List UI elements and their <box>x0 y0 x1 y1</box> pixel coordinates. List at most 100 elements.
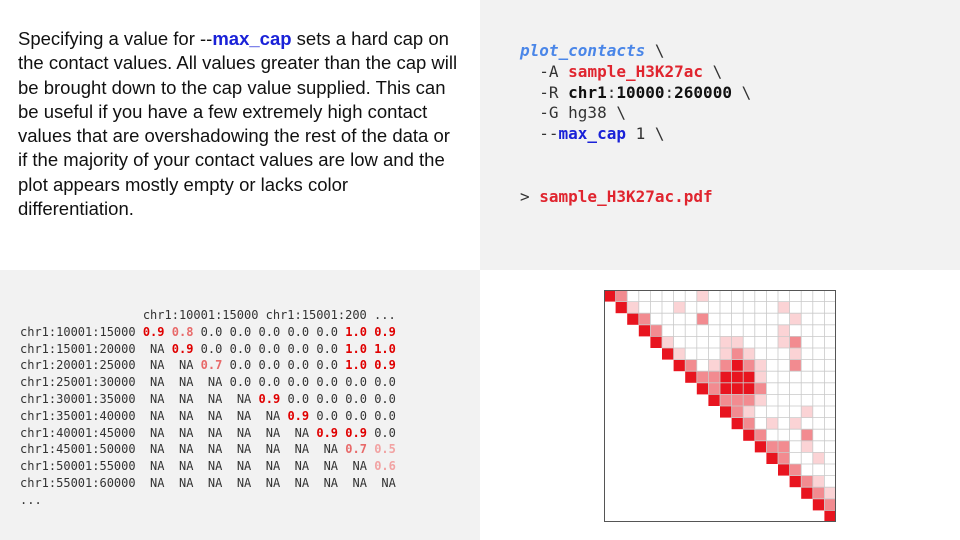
row-label: chr1:10001:15000 <box>20 324 136 339</box>
r-flag: -R <box>520 82 569 102</box>
heatmap-cell <box>731 336 744 348</box>
matrix-cell: NA <box>142 358 165 373</box>
matrix-footer: ... <box>20 492 42 507</box>
matrix-cell: 0.6 <box>374 459 396 474</box>
matrix-cell: 0.0 <box>374 425 396 440</box>
matrix-cell: 0.0 <box>374 391 396 406</box>
matrix-cell: 0.0 <box>287 341 310 356</box>
matrix-cell: NA <box>316 475 339 490</box>
matrix-cell: NA <box>258 475 281 490</box>
heatmap-cell <box>720 382 732 395</box>
matrix-cell: NA <box>345 459 367 474</box>
heatmap-cell <box>662 336 674 348</box>
heatmap-cell <box>720 394 732 406</box>
matrix-cell: 0.0 <box>316 358 339 373</box>
matrix-cell: NA <box>229 475 252 490</box>
heatmap-cell <box>789 336 802 348</box>
matrix-cell: NA <box>229 408 252 423</box>
heatmap-cell <box>824 498 836 511</box>
matrix-cell: NA <box>229 425 252 440</box>
heatmap-cell-diagonal <box>696 382 709 395</box>
row-label: chr1:25001:30000 <box>20 375 136 390</box>
matrix-cell: 0.9 <box>171 341 194 356</box>
matrix-cell: 0.0 <box>345 375 367 390</box>
matrix-cell: NA <box>171 375 194 390</box>
description-before: Specifying a value for -- <box>18 28 213 49</box>
line-continuation: \ <box>645 41 665 60</box>
line-continuation: \ <box>703 61 723 81</box>
r-sep: : <box>606 82 617 102</box>
matrix-cell: 0.9 <box>142 324 165 339</box>
matrix-cell: NA <box>200 408 223 423</box>
matrix-cell: NA <box>287 425 310 440</box>
heatmap-cell <box>801 406 813 418</box>
matrix-cell: NA <box>287 459 310 474</box>
heatmap-cell <box>720 371 732 383</box>
command-name: plot_contacts <box>520 41 646 60</box>
heatmap-cell <box>638 313 651 325</box>
heatmap-cell-diagonal <box>638 324 651 337</box>
heatmap-cell-diagonal <box>789 475 802 488</box>
heatmap-cell <box>731 394 744 406</box>
matrix-cell: 1.0 <box>345 358 367 373</box>
heatmap-cell-diagonal <box>754 440 767 453</box>
matrix-cell: NA <box>142 475 165 490</box>
matrix-cell: NA <box>200 475 223 490</box>
matrix-cell: 0.0 <box>258 375 281 390</box>
matrix-cell: NA <box>258 459 281 474</box>
heatmap-cell <box>778 440 790 453</box>
contact-matrix: chr1:10001:15000 chr1:15001:200 ... chr1… <box>20 307 396 509</box>
heatmap-cell-diagonal <box>615 301 628 314</box>
matrix-cell: 0.7 <box>200 358 223 373</box>
matrix-cell: NA <box>171 459 194 474</box>
matrix-header: chr1:10001:15000 chr1:15001:200 ... <box>20 308 396 322</box>
heatmap-cell <box>766 417 778 430</box>
matrix-row: chr1:20001:25000 NA NA 0.7 0.0 0.0 0.0 0… <box>20 358 396 372</box>
matrix-cell: 0.9 <box>374 324 396 339</box>
matrix-panel: chr1:10001:15000 chr1:15001:200 ... chr1… <box>0 270 480 540</box>
matrix-row: chr1:50001:55000 NA NA NA NA NA NA NA NA… <box>20 459 396 473</box>
line-continuation: \ <box>731 82 752 102</box>
matrix-cell: 0.0 <box>258 324 281 339</box>
matrix-cell: 0.0 <box>229 324 252 339</box>
matrix-cell: 0.0 <box>345 408 367 423</box>
heatmap-cell <box>696 371 709 383</box>
row-label: chr1:55001:60000 <box>20 475 136 490</box>
matrix-row: chr1:35001:40000 NA NA NA NA NA 0.9 0.0 … <box>20 409 396 423</box>
matrix-cell: 0.5 <box>374 442 396 457</box>
matrix-row: chr1:15001:20000 NA 0.9 0.0 0.0 0.0 0.0 … <box>20 342 396 356</box>
heatmap-cell <box>824 487 836 499</box>
max-cap-keyword: max_cap <box>212 28 292 49</box>
heatmap-cell <box>754 359 767 372</box>
description-after: sets a hard cap on the contact values. A… <box>18 28 458 220</box>
row-label: chr1:50001:55000 <box>20 459 136 474</box>
heatmap-cell <box>743 394 755 406</box>
matrix-cell: 0.0 <box>374 408 396 423</box>
matrix-cell: NA <box>171 358 194 373</box>
matrix-rows: chr1:10001:15000 0.9 0.8 0.0 0.0 0.0 0.0… <box>20 325 396 490</box>
heatmap-cell-diagonal <box>650 336 662 348</box>
command-code: plot_contacts \ -A sample_H3K27ac \ -R c… <box>520 41 751 145</box>
matrix-cell: 0.0 <box>316 324 339 339</box>
matrix-cell: NA <box>258 442 281 457</box>
heatmap-cell <box>801 440 813 453</box>
matrix-cell: NA <box>200 459 223 474</box>
heatmap-cell-diagonal <box>766 452 778 464</box>
heatmap-cell <box>731 371 744 383</box>
heatmap-cell <box>778 336 790 348</box>
matrix-cell: NA <box>171 442 194 457</box>
matrix-cell: 0.0 <box>200 341 223 356</box>
matrix-cell: NA <box>200 442 223 457</box>
heatmap-cell <box>743 348 755 360</box>
matrix-cell: 1.0 <box>374 341 396 356</box>
heatmap-cell <box>708 382 720 395</box>
matrix-cell: 0.0 <box>229 375 252 390</box>
matrix-cell: NA <box>142 425 165 440</box>
heatmap-cell-diagonal <box>824 510 836 522</box>
cap-prefix: -- <box>520 124 559 144</box>
matrix-cell: 0.9 <box>345 425 367 440</box>
heatmap-cell <box>615 290 628 302</box>
matrix-cell: NA <box>200 375 223 390</box>
max-cap-flag: max_cap <box>558 124 626 144</box>
heatmap-cell <box>685 359 697 372</box>
